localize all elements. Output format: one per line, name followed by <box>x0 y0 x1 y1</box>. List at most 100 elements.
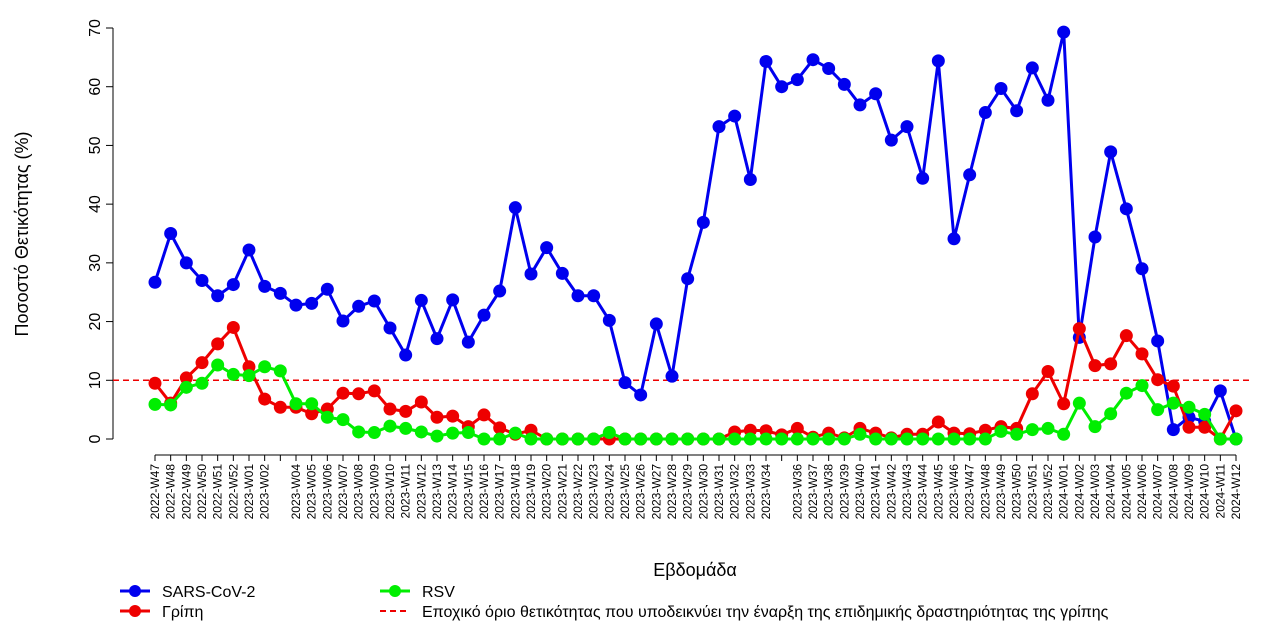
point <box>1025 387 1039 401</box>
point <box>853 427 867 441</box>
x-tick-label: 2024-W04 <box>1104 464 1118 520</box>
point <box>352 425 366 439</box>
x-tick-label: 2023-W21 <box>555 464 569 520</box>
point <box>978 106 992 120</box>
point <box>1057 427 1071 441</box>
series-line <box>153 323 1238 442</box>
x-tick-label: 2023-W11 <box>399 464 413 519</box>
point <box>477 308 491 322</box>
point <box>493 421 507 435</box>
legend-label: Γρίπη <box>162 604 203 621</box>
point <box>587 289 601 303</box>
point <box>1151 334 1165 348</box>
point <box>320 282 334 296</box>
series-line <box>154 363 1236 441</box>
point <box>775 80 789 94</box>
point <box>383 402 397 416</box>
point <box>1166 379 1180 393</box>
point <box>1025 423 1039 437</box>
x-tick-label: 2022-W49 <box>179 464 193 520</box>
point <box>242 243 256 257</box>
y-tick-label: 70 <box>87 19 104 37</box>
point <box>931 432 945 446</box>
x-tick-label: 2023-W02 <box>258 464 272 520</box>
point <box>148 376 162 390</box>
point <box>681 432 695 446</box>
point <box>853 98 867 112</box>
legend-label: Εποχικό όριο θετικότητας που υποδεικνύει… <box>422 604 1109 621</box>
point <box>681 272 695 286</box>
point <box>1198 407 1212 421</box>
point <box>806 53 820 67</box>
x-tick-label: 2024-W06 <box>1135 464 1149 520</box>
point <box>806 432 820 446</box>
point <box>367 294 381 308</box>
x-tick-label: 2024-W09 <box>1182 464 1196 520</box>
point <box>963 432 977 446</box>
x-tick-label: 2022-W50 <box>195 464 209 520</box>
point <box>649 432 663 446</box>
y-tick-label: 50 <box>87 136 104 154</box>
point <box>822 432 836 446</box>
point <box>571 432 585 446</box>
point <box>634 432 648 446</box>
x-tick-label: 2023-W28 <box>665 464 679 520</box>
point <box>461 335 475 349</box>
point <box>1198 420 1212 434</box>
point <box>461 426 475 440</box>
point <box>1025 61 1039 75</box>
point <box>195 376 209 390</box>
point <box>305 407 319 421</box>
x-tick-label: 2023-W06 <box>320 464 334 520</box>
point <box>1213 384 1227 398</box>
point <box>258 360 272 374</box>
x-tick-label: 2023-W48 <box>978 464 992 520</box>
point <box>352 299 366 313</box>
point <box>712 120 726 134</box>
x-tick-label: 2023-W47 <box>963 464 977 520</box>
x-tick-label: 2023-W30 <box>696 464 710 520</box>
point <box>226 320 240 334</box>
point <box>822 62 836 76</box>
point <box>493 432 507 446</box>
x-tick-label: 2023-W27 <box>649 464 663 520</box>
point <box>743 172 757 186</box>
x-tick-label: 2023-W09 <box>367 464 381 520</box>
x-tick-label: 2023-W14 <box>446 464 460 520</box>
x-tick-label: 2023-W08 <box>352 464 366 520</box>
point <box>665 432 679 446</box>
x-tick-label: 2024-W07 <box>1151 464 1165 520</box>
point <box>602 313 616 327</box>
point <box>1010 427 1024 441</box>
point <box>978 432 992 446</box>
point <box>790 73 804 87</box>
x-tick-label: 2023-W52 <box>1041 464 1055 520</box>
point <box>1104 357 1118 371</box>
point <box>1151 403 1165 417</box>
point <box>1166 396 1180 410</box>
y-axis-label: Ποσοστό Θετικότητας (%) <box>12 131 32 336</box>
point <box>790 421 804 435</box>
y-tick-label: 60 <box>87 78 104 96</box>
point <box>1041 364 1055 378</box>
point <box>1229 404 1243 418</box>
point <box>649 317 663 331</box>
point <box>164 227 178 240</box>
y-tick-label: 20 <box>87 313 104 331</box>
point <box>305 296 319 310</box>
legend-label: RSV <box>422 584 455 601</box>
point <box>728 109 742 123</box>
point <box>1182 400 1196 414</box>
x-tick-label: 2023-W01 <box>242 464 256 520</box>
point <box>1119 202 1133 216</box>
point <box>273 364 287 378</box>
point <box>665 369 679 383</box>
point <box>148 275 162 289</box>
x-tick-label: 2023-W39 <box>837 464 851 520</box>
legend-marker <box>389 585 401 597</box>
point <box>916 432 930 446</box>
x-tick-label: 2022-W51 <box>211 464 225 520</box>
x-tick-label: 2023-W17 <box>493 464 507 520</box>
x-tick-label: 2023-W16 <box>477 464 491 520</box>
